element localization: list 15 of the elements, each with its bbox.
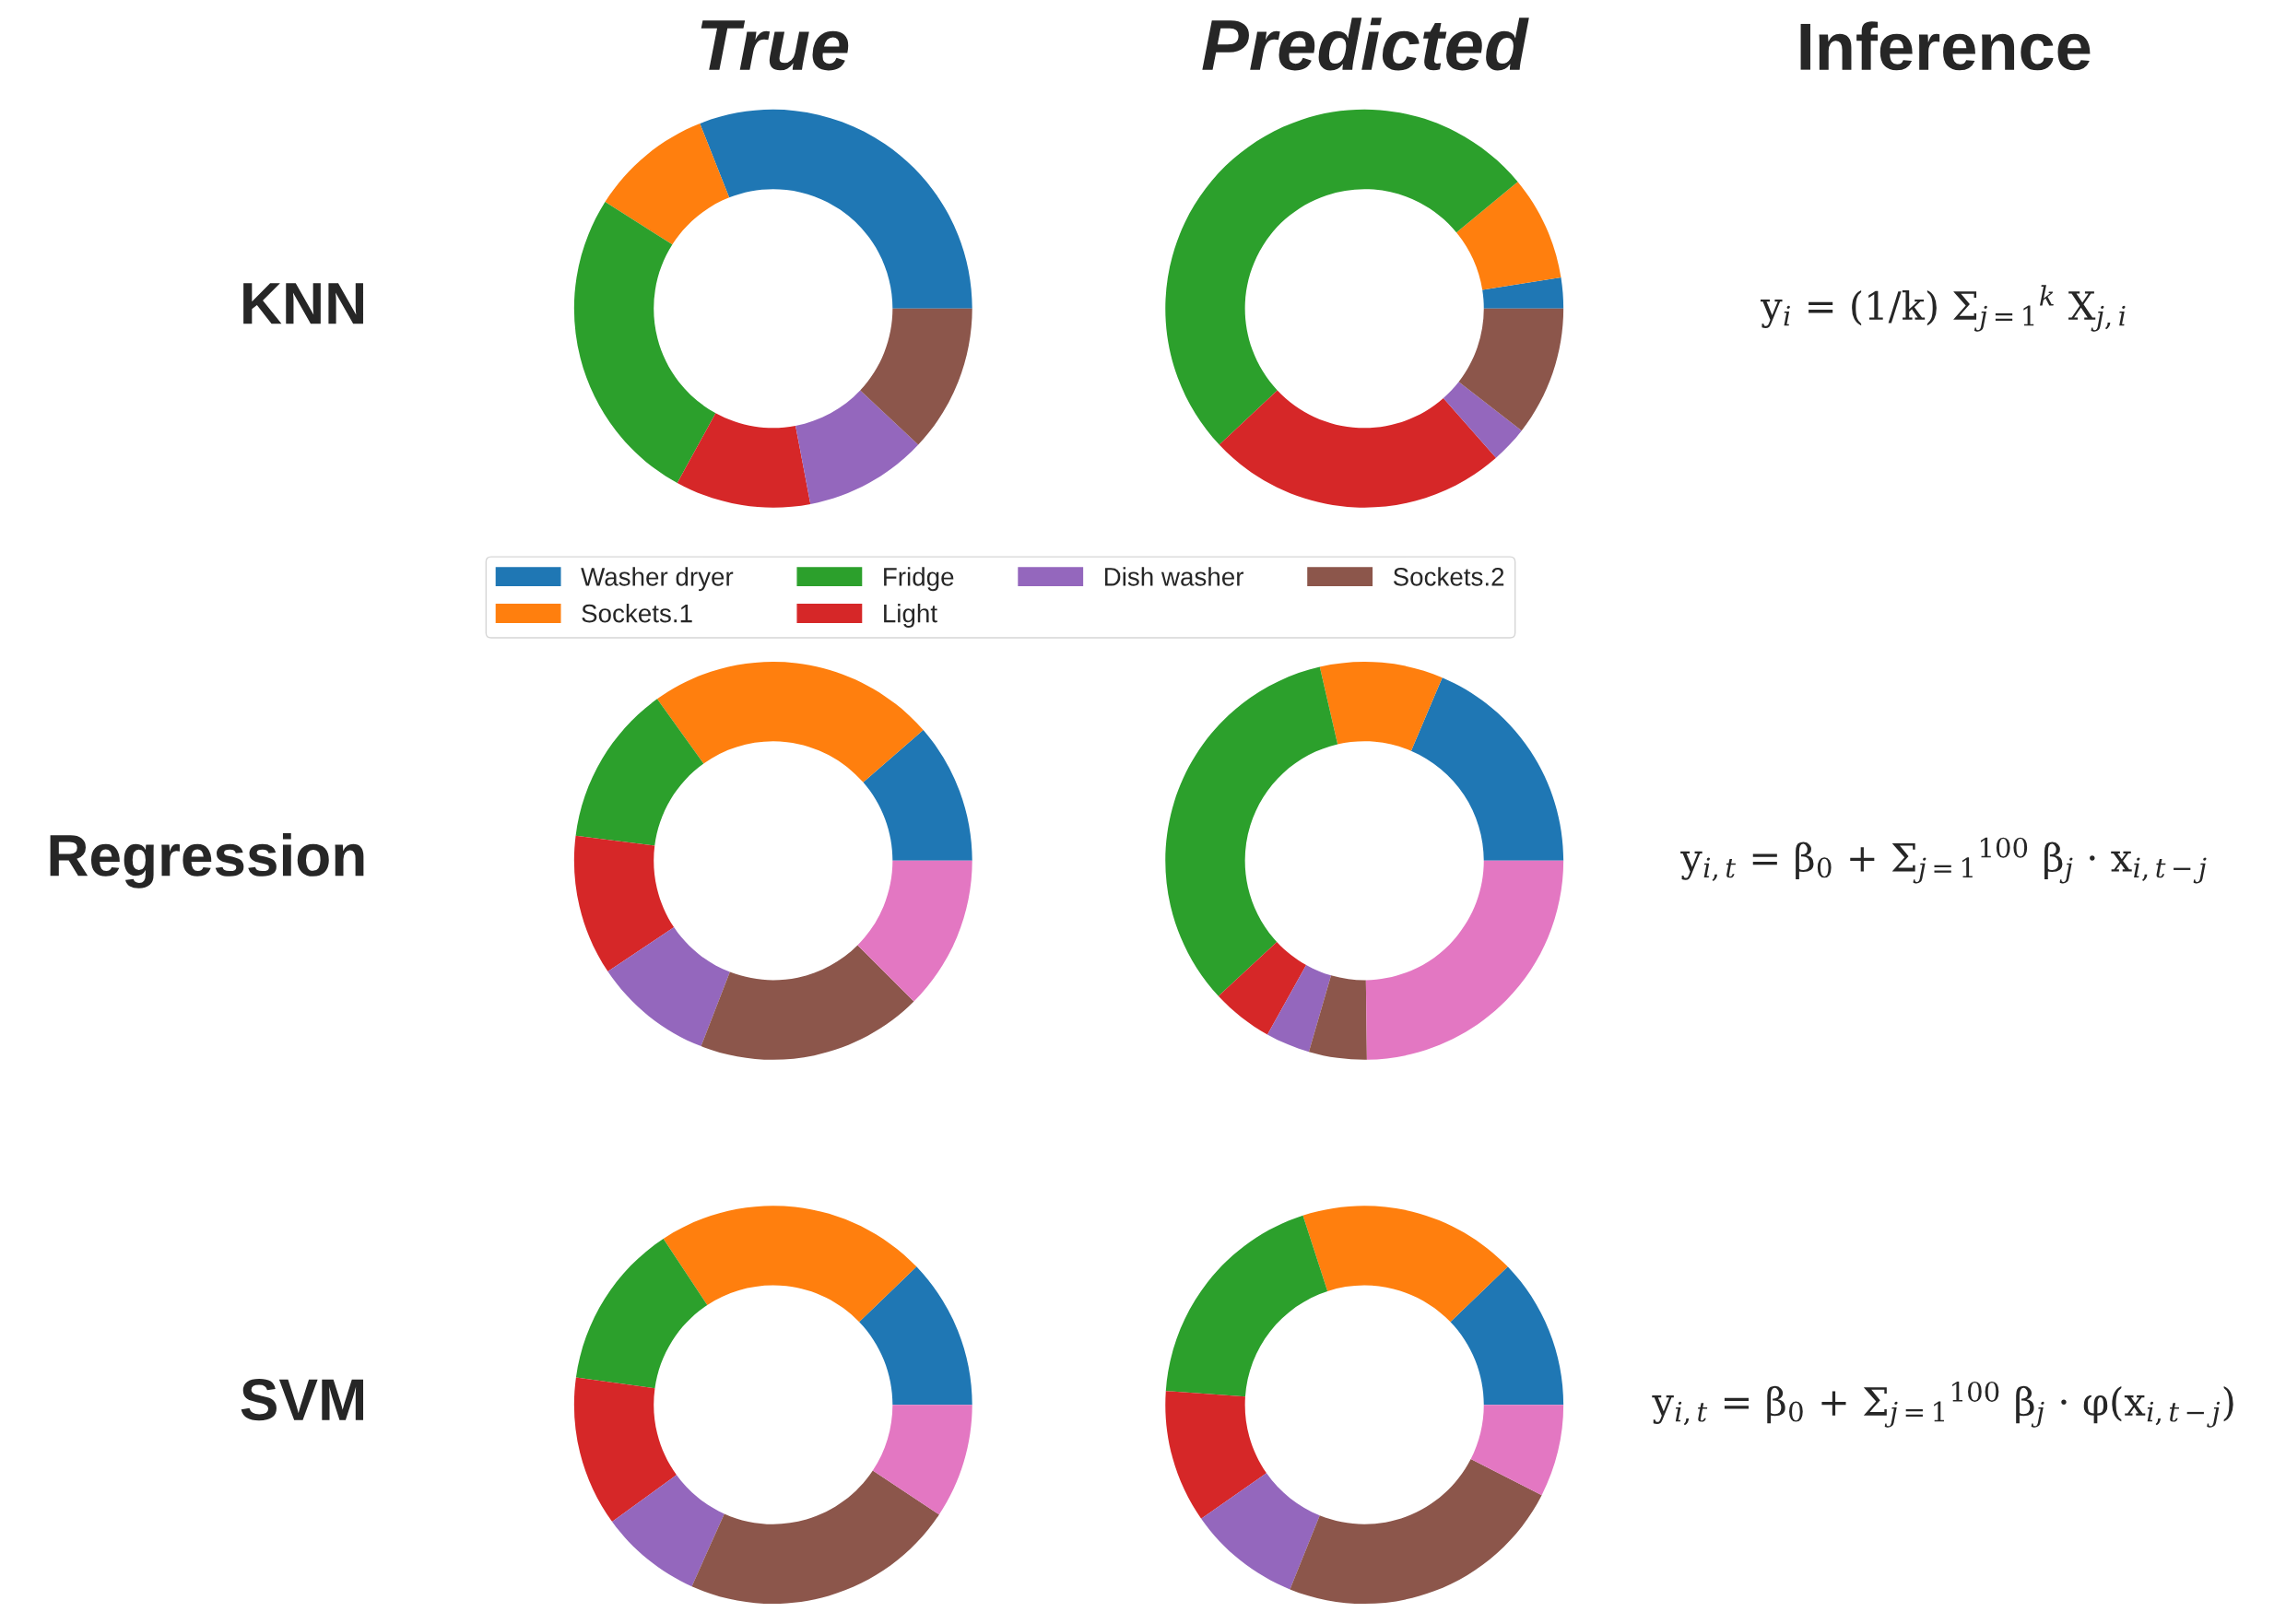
text: y$_{i,t}$ = β$_{0}$ + Σ$_{j=1}$$^{100}$ β$_{j}$ · φ(x$_{i,t−j}$) — [1652, 1381, 2233, 1428]
text: Inference — [1800, 21, 2091, 71]
legend-label: Light — [884, 604, 937, 628]
text: SVM — [241, 1379, 363, 1421]
text: KNN — [243, 283, 363, 324]
legend-label: Sockets.1 — [582, 604, 692, 623]
legend-label: Dish washer — [1104, 567, 1244, 586]
text: y$_{i,t}$ = β$_{0}$ + Σ$_{j=1}$$^{100}$ β$_{j}$ · x$_{i,t−j}$ — [1680, 837, 2207, 884]
text: y$_{i}$ = (1/k) Σ$_{j=1}$$^{k}$ X$_{j,i}$ — [1760, 285, 2126, 332]
chart-title: True — [701, 20, 849, 71]
chart-title: Predicted — [1202, 18, 1529, 71]
text: Regression — [50, 832, 364, 888]
legend-label: Sockets.2 — [1393, 567, 1504, 586]
legend-label: Washer dryer — [581, 567, 734, 592]
legend-label: Fridge — [884, 567, 954, 592]
